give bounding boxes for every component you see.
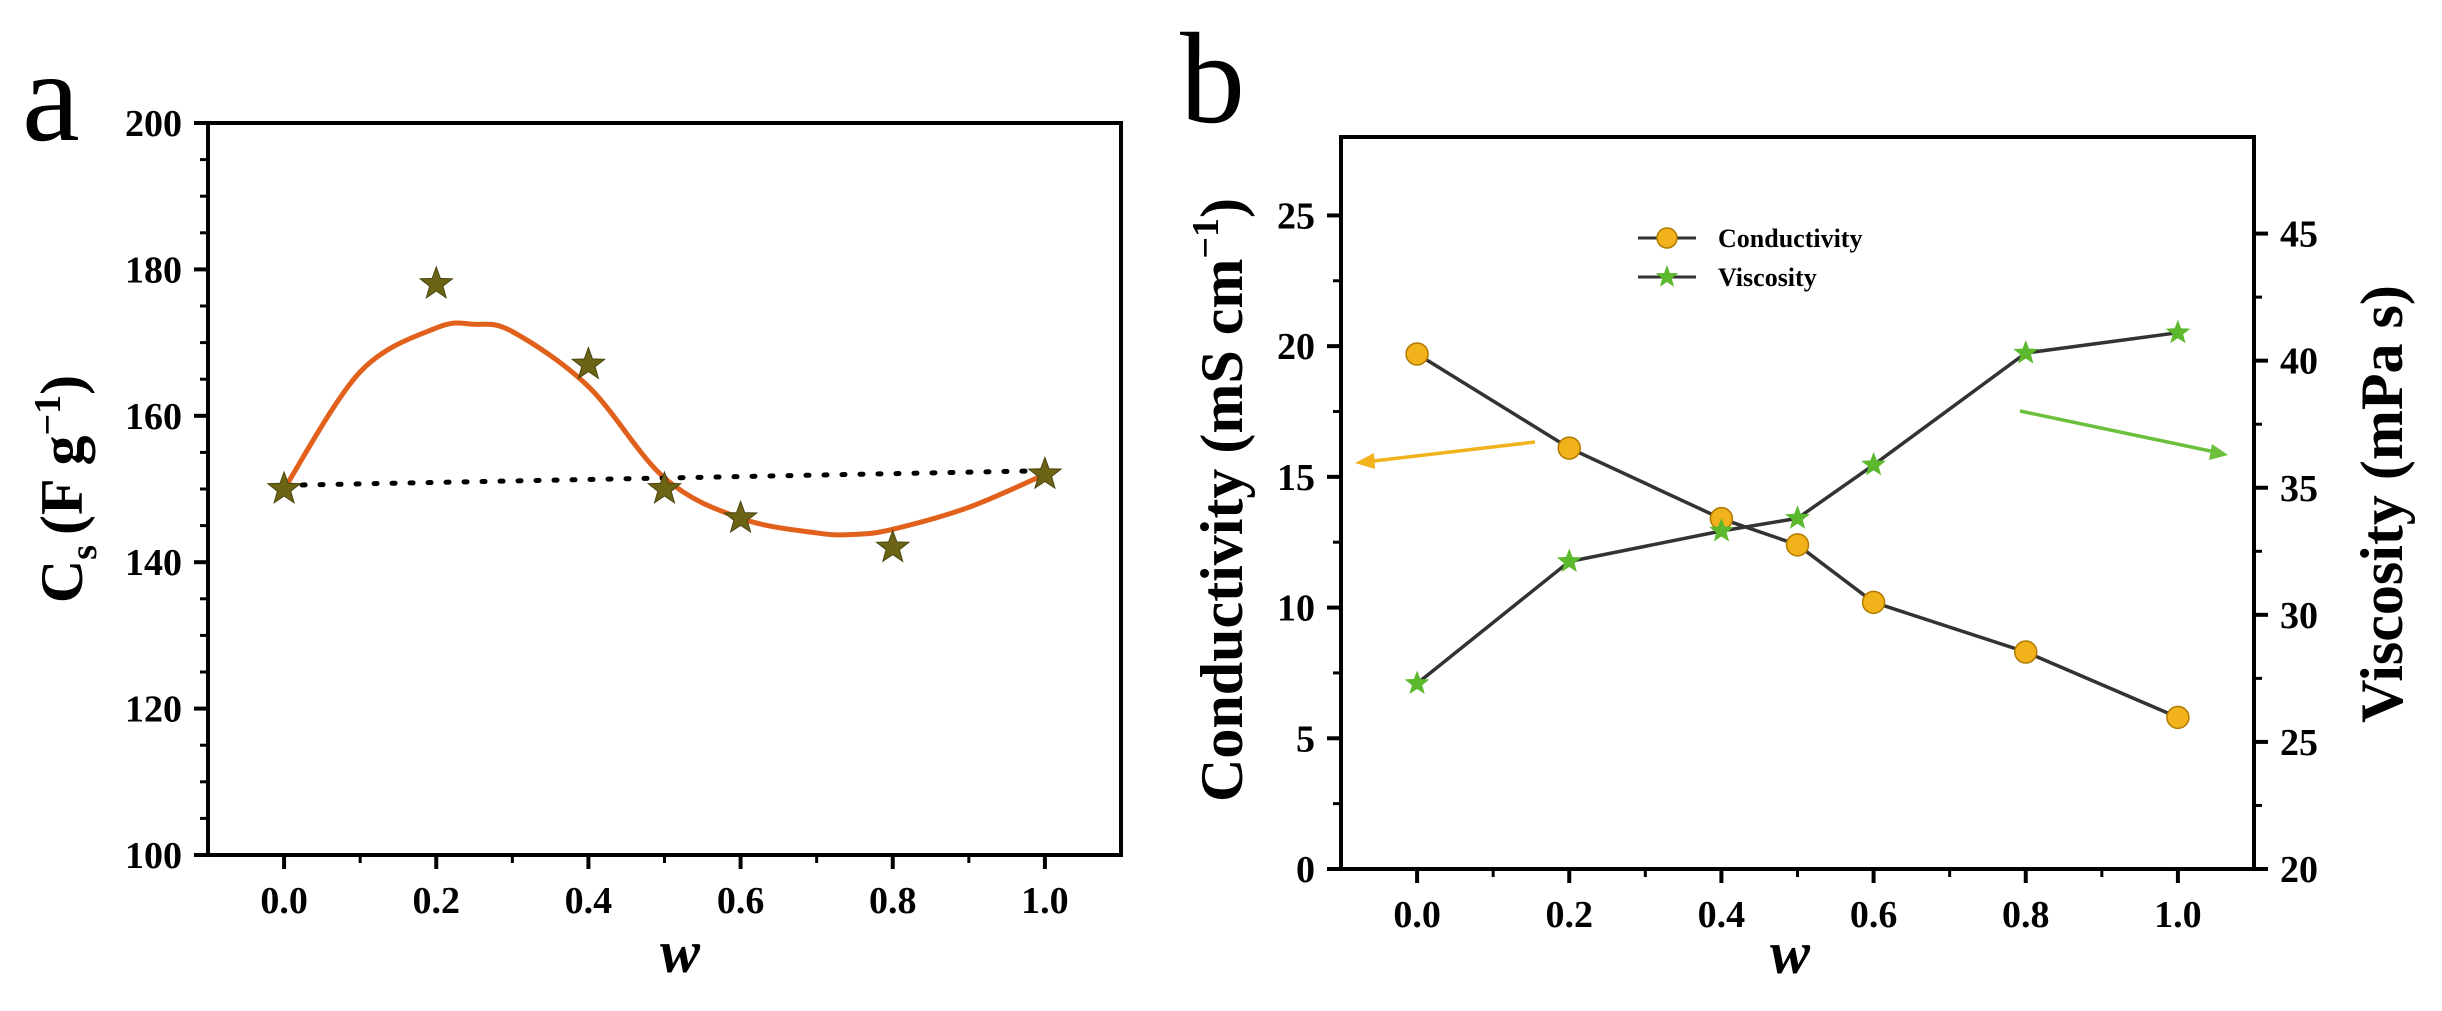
y-tick-label: 100 xyxy=(125,835,182,877)
y-right-tick-label: 25 xyxy=(2280,722,2318,764)
y-right-tick-label: 30 xyxy=(2280,595,2318,637)
viscosity-arrowhead xyxy=(2209,444,2228,460)
x-tick-label: 1.0 xyxy=(2154,894,2202,936)
legend-label-viscosity: Viscosity xyxy=(1718,263,1817,292)
x-tick-label: 0.4 xyxy=(1698,894,1746,936)
data-point-viscosity xyxy=(1785,505,1810,529)
y-left-tick-label: 5 xyxy=(1296,718,1315,760)
data-point-conductivity xyxy=(1557,436,1581,460)
chart-b-xlabel: w xyxy=(1770,920,1811,986)
conductivity-arrow xyxy=(1364,440,1536,464)
chart-a-points xyxy=(266,265,1063,563)
x-tick-label: 0.6 xyxy=(717,880,765,922)
x-tick-label: 0.8 xyxy=(869,880,917,922)
legend-marker-viscosity xyxy=(1655,265,1679,287)
data-point-conductivity xyxy=(1785,533,1810,557)
chart-a-xlabel: w xyxy=(660,919,701,985)
y-left-tick-label: 25 xyxy=(1277,195,1315,237)
y-left-tick-label: 0 xyxy=(1296,849,1315,891)
data-point-star xyxy=(875,529,911,563)
chart-b-points xyxy=(1404,319,2191,730)
y-tick-label: 120 xyxy=(125,689,182,731)
data-point-star xyxy=(418,265,454,299)
x-tick-label: 0.2 xyxy=(413,880,461,922)
conductivity-arrowhead xyxy=(1355,453,1375,469)
x-tick-label: 1.0 xyxy=(1021,880,1069,922)
data-point-viscosity xyxy=(1709,518,1734,542)
data-point-viscosity xyxy=(1861,451,1886,476)
y-right-tick-label: 35 xyxy=(2280,468,2318,510)
data-point-star xyxy=(723,499,759,534)
data-point-viscosity xyxy=(2165,319,2191,344)
data-point-conductivity xyxy=(2166,705,2190,730)
y-left-tick-label: 20 xyxy=(1277,326,1315,368)
x-tick-label: 0.4 xyxy=(565,880,613,922)
chart-b-legend: Conductivity Viscosity xyxy=(1638,224,1862,292)
chart-a-fit-curve xyxy=(281,320,1046,538)
data-point-conductivity xyxy=(2014,640,2038,664)
chart-a: 0.0 0.2 0.4 0.6 0.8 1.0 100 120 140 160 180 200 w C… xyxy=(27,103,1123,985)
data-point-viscosity xyxy=(1556,548,1582,572)
y-right-tick-label: 20 xyxy=(2280,849,2318,891)
x-tick-label: 0.2 xyxy=(1546,894,1594,936)
y-tick-label: 140 xyxy=(125,542,182,584)
chart-b-ylabel-left: Conductivity (mS cm−1) xyxy=(1185,198,1255,802)
chart-b-tick-labels: 0.0 0.2 0.4 0.6 0.8 1.0 0 5 10 15 20 25 20 25 30 35 40 45 xyxy=(1277,195,2318,936)
chart-b-arrows xyxy=(1355,409,2228,469)
y-left-tick-label: 15 xyxy=(1277,457,1315,499)
chart-a-ticks xyxy=(194,121,1047,869)
data-point-star xyxy=(646,470,683,504)
y-right-tick-label: 45 xyxy=(2280,214,2318,256)
data-point-conductivity xyxy=(1861,590,1886,615)
data-point-conductivity xyxy=(1405,342,1429,366)
panel-label-a: a xyxy=(22,25,80,169)
legend-label-conductivity: Conductivity xyxy=(1718,224,1862,253)
data-point-star xyxy=(570,346,606,380)
y-tick-label: 200 xyxy=(125,103,182,145)
chart-b: 0.0 0.2 0.4 0.6 0.8 1.0 0 5 10 15 20 25 20 25 30 35 40 45… xyxy=(1185,135,2415,986)
x-tick-label: 0.6 xyxy=(1850,894,1898,936)
x-tick-label: 0.0 xyxy=(260,880,308,922)
chart-a-tick-labels: 0.0 0.2 0.4 0.6 0.8 1.0 100 120 140 160 180 200 xyxy=(125,103,1069,922)
chart-b-series-lines xyxy=(1416,330,2179,720)
data-point-star xyxy=(266,470,302,504)
y-tick-label: 180 xyxy=(125,249,182,291)
chart-b-ticks xyxy=(1327,213,2268,883)
data-point-viscosity xyxy=(1404,670,1430,694)
legend-marker-conductivity xyxy=(1656,227,1678,249)
chart-b-ylabel-right: Viscosity (mPa s) xyxy=(2349,285,2415,723)
y-tick-label: 160 xyxy=(125,396,182,438)
data-point-viscosity xyxy=(2013,340,2039,364)
chart-a-ylabel: Cs(F g−1) xyxy=(27,375,105,603)
x-tick-label: 0.0 xyxy=(1393,894,1441,936)
x-tick-label: 0.8 xyxy=(2002,894,2050,936)
panel-label-b: b xyxy=(1180,7,1245,151)
data-point-star xyxy=(1027,455,1063,490)
y-right-tick-label: 40 xyxy=(2280,341,2318,383)
viscosity-arrow xyxy=(2019,409,2216,454)
y-left-tick-label: 10 xyxy=(1277,588,1315,630)
